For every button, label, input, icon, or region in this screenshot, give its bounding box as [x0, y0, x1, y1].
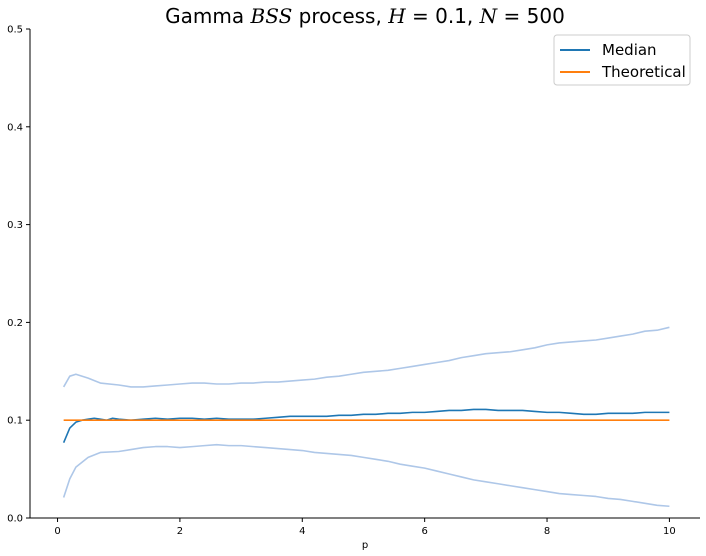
y-tick-label: 0.1: [7, 416, 23, 427]
y-axis-ticks: 0.0 0.1 0.2 0.3 0.4 0.5: [7, 25, 30, 525]
x-tick-label: 2: [177, 526, 183, 537]
x-axis-ticks: 0 2 4 6 8 10: [54, 518, 676, 537]
title-prefix: Gamma: [165, 4, 250, 28]
title-n-value: = 500: [497, 4, 565, 28]
legend: Median Theoretical: [553, 34, 691, 86]
x-tick-label: 0: [54, 526, 60, 537]
series-layer: [62, 326, 670, 508]
title-h-value: = 0.1,: [406, 4, 480, 28]
x-axis-label: p: [362, 540, 368, 551]
y-tick-label: 0.0: [7, 514, 23, 525]
x-tick-label: 6: [421, 526, 427, 537]
legend-label-theoretical: Theoretical: [601, 63, 686, 81]
series-line-lower: [62, 443, 670, 508]
title-n-symbol: N: [479, 4, 499, 28]
chart-title: Gamma BSS process, H = 0.1, N = 500: [165, 4, 565, 28]
y-tick-label: 0.5: [7, 25, 23, 36]
x-tick-label: 10: [663, 526, 676, 537]
y-tick-label: 0.2: [7, 318, 23, 329]
y-tick-label: 0.3: [7, 220, 23, 231]
x-tick-label: 4: [299, 526, 305, 537]
series-line-upper: [62, 326, 670, 388]
x-tick-label: 8: [544, 526, 550, 537]
title-h-symbol: H: [387, 4, 406, 28]
legend-label-median: Median: [602, 41, 657, 59]
title-process-symbol: BSS: [250, 4, 293, 28]
series-line-median: [62, 408, 670, 443]
y-tick-label: 0.4: [7, 122, 23, 133]
title-middle: process,: [292, 4, 388, 28]
